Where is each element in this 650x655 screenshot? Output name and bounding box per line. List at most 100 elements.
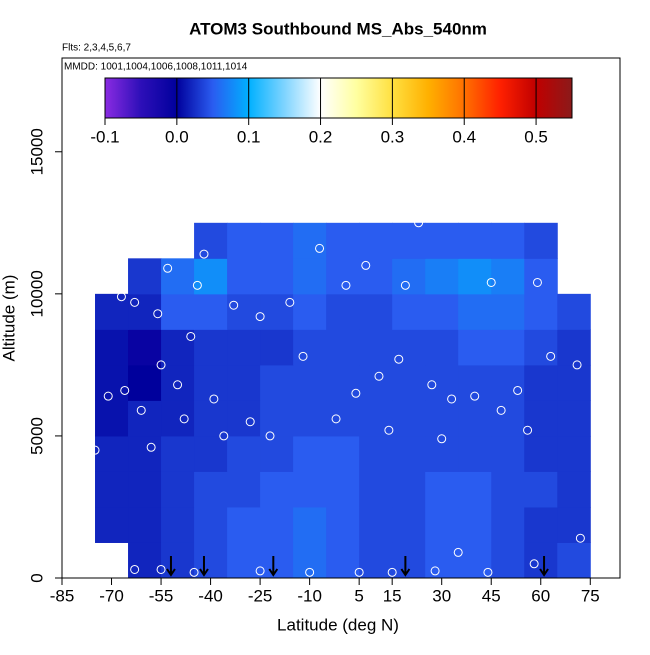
- heat-cell: [425, 435, 459, 472]
- heat-cell: [326, 329, 360, 366]
- subtitle: Flts: 2,3,4,5,6,7: [62, 43, 131, 54]
- flight-point: [179, 414, 189, 424]
- heat-cell: [95, 329, 129, 366]
- heat-cell: [458, 435, 492, 472]
- flight-point: [532, 277, 542, 287]
- heat-cell: [194, 364, 228, 401]
- flight-point: [136, 405, 146, 415]
- heat-cell: [128, 293, 162, 330]
- flight-point: [341, 280, 351, 290]
- flight-point: [437, 434, 447, 444]
- annotation: MMDD: 1001,1004,1006,1008,1011,1014: [64, 62, 248, 73]
- colorbar-tick-label: 0.3: [381, 127, 405, 146]
- heat-cell: [227, 258, 261, 295]
- heat-cell: [128, 506, 162, 543]
- flight-point: [209, 394, 219, 404]
- heat-cell: [326, 400, 360, 437]
- flight-point: [529, 559, 539, 569]
- heat-cell: [458, 364, 492, 401]
- heat-cell: [194, 329, 228, 366]
- flight-point: [90, 445, 100, 455]
- heat-cell: [227, 364, 261, 401]
- heat-cell: [557, 329, 591, 366]
- heat-cell: [392, 258, 426, 295]
- heat-cell: [128, 329, 162, 366]
- flight-point: [156, 564, 166, 574]
- heat-cell: [359, 329, 393, 366]
- arrow: [199, 556, 209, 577]
- heat-cell: [260, 364, 294, 401]
- heat-cell: [326, 293, 360, 330]
- heat-cell: [392, 506, 426, 543]
- heat-cell: [425, 471, 459, 508]
- heat-cell: [161, 293, 195, 330]
- flight-point: [575, 533, 585, 543]
- heat-cell: [392, 364, 426, 401]
- flight-point: [153, 309, 163, 319]
- heat-cell: [260, 400, 294, 437]
- flight-point: [265, 431, 275, 441]
- flight-point: [156, 360, 166, 370]
- heat-cell: [95, 435, 129, 472]
- heat-cell: [392, 400, 426, 437]
- flight-point: [470, 391, 480, 401]
- heat-cell: [491, 542, 525, 579]
- flight-point: [351, 388, 361, 398]
- heat-cell: [161, 364, 195, 401]
- heat-cell: [128, 435, 162, 472]
- arrow: [400, 556, 411, 577]
- heat-cell: [425, 293, 459, 330]
- heat-cell: [227, 329, 261, 366]
- x-tick-label: -10: [297, 586, 322, 605]
- x-axis-label: Latitude (deg N): [277, 615, 399, 634]
- heat-cell: [161, 506, 195, 543]
- heat-cell: [458, 471, 492, 508]
- heat-cell: [161, 329, 195, 366]
- heat-cell: [557, 400, 591, 437]
- heat-cell: [194, 400, 228, 437]
- heat-cell: [293, 329, 327, 366]
- heat-cell: [524, 542, 558, 579]
- colorbar-tick-label: 0.5: [524, 127, 548, 146]
- heat-cell: [326, 258, 360, 295]
- heat-cell: [326, 542, 360, 579]
- flight-point: [430, 566, 440, 576]
- heat-cell: [425, 506, 459, 543]
- heat-cell: [293, 222, 327, 259]
- flight-point: [315, 243, 325, 253]
- heat-cell: [557, 435, 591, 472]
- y-tick-label: 5000: [27, 417, 46, 455]
- flight-point: [361, 260, 371, 270]
- heat-cell: [194, 471, 228, 508]
- heat-cell: [95, 293, 129, 330]
- heat-cell: [557, 471, 591, 508]
- flight-point: [400, 280, 410, 290]
- flight-point: [298, 351, 308, 361]
- heat-cell: [359, 293, 393, 330]
- heat-cell: [557, 506, 591, 543]
- heat-cell: [359, 435, 393, 472]
- heat-cell: [491, 293, 525, 330]
- heat-cell: [161, 435, 195, 472]
- heat-cell: [359, 258, 393, 295]
- heat-cell: [392, 222, 426, 259]
- flight-point: [394, 354, 404, 364]
- heat-cell: [194, 293, 228, 330]
- heat-cell: [491, 222, 525, 259]
- plot-frame: [61, 57, 621, 579]
- heat-cell: [260, 435, 294, 472]
- flight-point: [116, 292, 126, 302]
- y-tick-label: 0: [27, 573, 46, 582]
- heat-cell: [326, 435, 360, 472]
- heat-cell: [227, 506, 261, 543]
- heat-cell: [458, 329, 492, 366]
- heat-cell: [524, 329, 558, 366]
- colorbar-tick-label: 0.1: [237, 127, 261, 146]
- flight-point: [447, 394, 457, 404]
- heat-cell: [95, 471, 129, 508]
- heat-cell: [293, 364, 327, 401]
- heat-cell: [161, 258, 195, 295]
- heat-cell: [524, 400, 558, 437]
- heat-cell: [260, 329, 294, 366]
- heat-cell: [227, 222, 261, 259]
